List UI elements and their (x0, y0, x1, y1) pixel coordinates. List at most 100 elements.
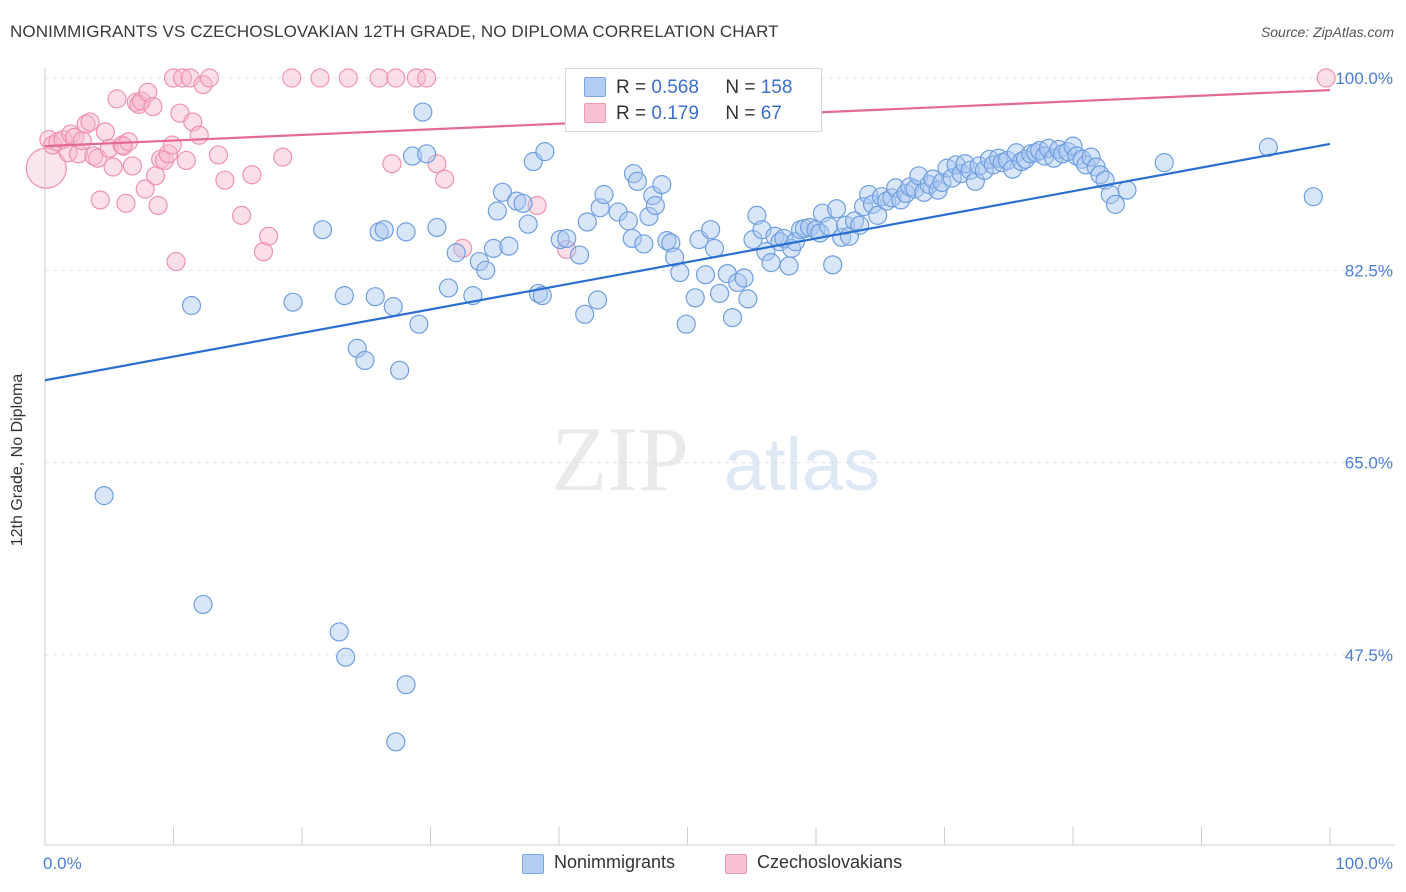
czechoslovakian-point (176, 150, 196, 171)
nonimmigrant-point (594, 184, 614, 205)
nonimmigrant-point (329, 622, 349, 642)
nonimmigrant-point (932, 172, 952, 193)
nonimmigrant-point (1063, 136, 1083, 156)
nonimmigrant-point (355, 350, 375, 371)
nonimmigrant-point (622, 228, 642, 249)
nonimmigrant-point (557, 228, 577, 249)
nonimmigrant-point (396, 222, 416, 242)
legend-label: Nonimmigrants (554, 852, 676, 872)
nonimmigrant-point (652, 175, 672, 195)
gridlines (45, 77, 1395, 656)
series-legend: Nonimmigrants Czechoslovakians (0, 852, 1406, 876)
czechoslovakian-point (435, 169, 455, 189)
nonimmigrant-point (532, 286, 552, 306)
czechoslovakian-point (369, 68, 389, 88)
blue-swatch (584, 77, 606, 97)
r-value: 0.568 (651, 77, 699, 98)
czechoslovakian-point (103, 157, 123, 177)
nonimmigrant-point (413, 102, 433, 122)
nonimmigrant-point (336, 647, 356, 667)
czechoslovakian-point (282, 68, 302, 88)
nonimmigrant-point (1090, 165, 1110, 185)
nonimmigrant-point (396, 675, 416, 695)
nonimmigrant-point (761, 253, 781, 273)
nonimmigrant-point (492, 182, 513, 202)
nonimmigrant-point (868, 205, 888, 225)
nonimmigrant-point (483, 238, 504, 258)
nonimmigrant-point (181, 295, 202, 316)
correlation-legend: R = 0.568 N = 158 R = 0.179 N = 67 (565, 68, 822, 132)
nonimmigrant-point (670, 262, 690, 283)
nonimmigrant-point (365, 287, 385, 307)
chart-title: NONIMMIGRANTS VS CZECHOSLOVAKIAN 12TH GR… (10, 22, 779, 41)
czechoslovakian-point (143, 96, 163, 117)
nonimmigrant-point (446, 243, 466, 263)
y-tick-label: 65.0% (1345, 454, 1393, 473)
nonimmigrant-point (193, 594, 213, 615)
czechoslovakian-point (122, 156, 142, 176)
czechoslovakian-point (1316, 68, 1336, 88)
nonimmigrant-point (960, 160, 980, 180)
nonimmigrant-point (1044, 148, 1064, 168)
nonimmigrant-point (823, 255, 843, 275)
nonimmigrant-point (334, 286, 355, 306)
r-label: R = (616, 77, 647, 98)
x-tick-label: 100.0% (1335, 854, 1393, 873)
nonimmigrants-trendline (44, 142, 1331, 382)
nonimmigrant-point (518, 214, 538, 234)
n-value: 158 (760, 77, 793, 98)
nonimmigrant-point (1303, 187, 1323, 207)
watermark: ZIP atlas (551, 408, 880, 510)
czechoslovakian-point (148, 195, 168, 216)
nonimmigrant-point (826, 199, 847, 219)
nonimmigrant-point (577, 212, 597, 232)
nonimmigrant-point (734, 268, 754, 288)
nonimmigrant-point (685, 288, 705, 308)
nonimmigrant-point (402, 146, 423, 166)
nonimmigrant-point (94, 486, 114, 506)
source-credit[interactable]: Source: ZipAtlas.com (1260, 24, 1394, 40)
nonimmigrant-point (747, 205, 767, 225)
czechoslovakian-point (72, 131, 92, 151)
czechoslovakian-point (215, 170, 235, 190)
czechoslovakian-point (232, 205, 252, 225)
czechoslovakian-point (382, 154, 402, 174)
legend-label: Czechoslovakians (757, 852, 903, 872)
nonimmigrant-point (374, 220, 394, 240)
blue-swatch (522, 854, 544, 874)
nonimmigrant-point (587, 290, 608, 310)
nonimmigrant-point (891, 190, 911, 210)
czechoslovakian-point (273, 147, 293, 167)
pink-swatch (584, 103, 606, 123)
nonimmigrant-point (627, 171, 647, 191)
nonimmigrant-point (886, 178, 906, 198)
nonimmigrant-point (618, 211, 638, 231)
nonimmigrant-point (701, 220, 721, 240)
czechoslovakian-point (116, 193, 136, 213)
nonimmigrant-point (1015, 149, 1036, 169)
czechoslovakian-point (253, 242, 274, 262)
czechoslovakian-point (208, 145, 229, 165)
czechoslovakian-point (135, 179, 155, 199)
czechoslovakian-point (107, 89, 127, 109)
czechoslovakian-point (310, 68, 330, 88)
czechoslovakian-point (189, 125, 209, 145)
nonimmigrant-point (634, 234, 654, 254)
nonimmigrant-point (550, 229, 570, 250)
watermark-zip: ZIP (551, 408, 689, 510)
nonimmigrant-point (722, 307, 743, 328)
r-value: 0.179 (651, 103, 699, 124)
n-label: N = (725, 103, 756, 124)
nonimmigrant-point (476, 260, 496, 280)
czechoslovakian-point (172, 68, 193, 88)
x-tick-label: 0.0% (43, 854, 82, 873)
nonimmigrant-point (535, 142, 555, 162)
czechoslovakian-point (80, 112, 100, 132)
nonimmigrant-point (676, 314, 696, 334)
czechoslovakian-point (90, 190, 110, 210)
nonimmigrant-point (386, 732, 406, 752)
nonimmigrant-point (704, 238, 725, 258)
czechoslovakian-point (427, 154, 447, 174)
czechoslovakian-point (258, 226, 279, 246)
